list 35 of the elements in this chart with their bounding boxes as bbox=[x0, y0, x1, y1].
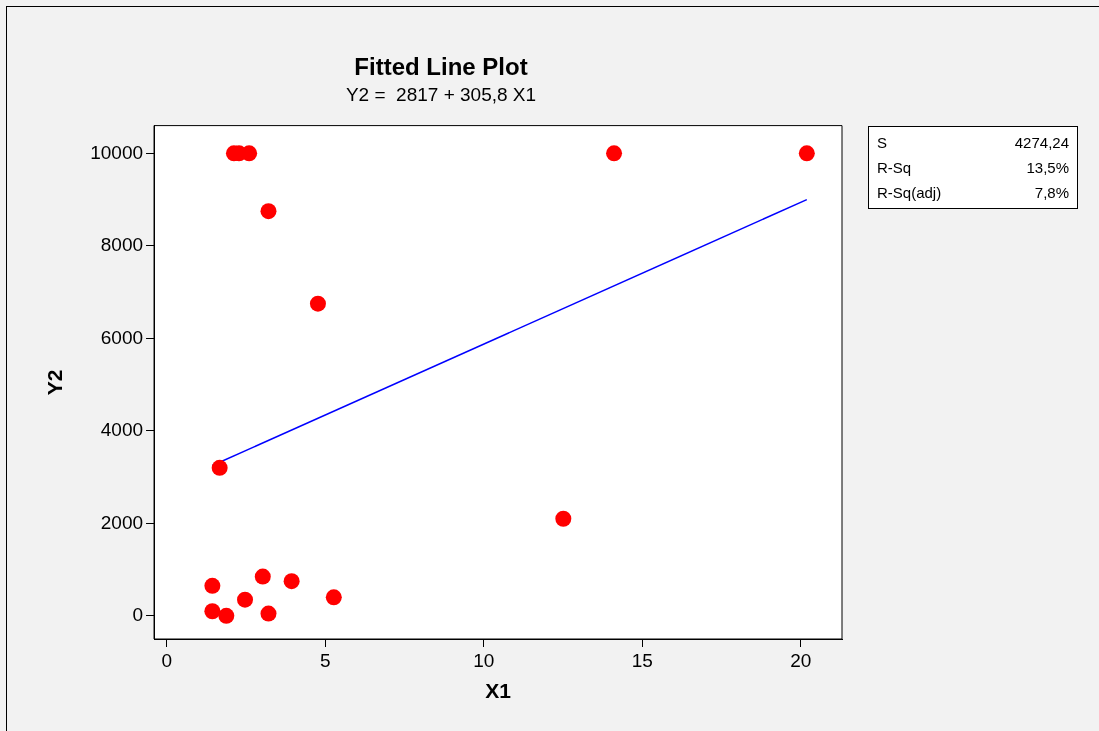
point bbox=[260, 605, 277, 622]
point bbox=[260, 203, 277, 220]
y-tick-label: 8000 bbox=[100, 234, 144, 256]
x-tick-label: 20 bbox=[790, 649, 812, 671]
y-tick-label: 10000 bbox=[90, 141, 144, 163]
x-tick-label: 5 bbox=[319, 649, 331, 671]
point bbox=[555, 510, 572, 527]
text: 13,5% bbox=[1026, 158, 1069, 178]
y-tick-label: 2000 bbox=[100, 511, 144, 533]
point bbox=[798, 145, 815, 162]
point bbox=[309, 295, 326, 312]
point bbox=[237, 591, 254, 608]
chart-title: Fitted Line Plot bbox=[354, 53, 528, 81]
text: R-Sq(adj) bbox=[877, 183, 942, 203]
x-tick-label: 10 bbox=[473, 649, 495, 671]
point bbox=[283, 573, 300, 590]
point bbox=[325, 589, 342, 606]
point bbox=[606, 145, 623, 162]
x-axis-title: X1 bbox=[485, 679, 512, 703]
point bbox=[204, 603, 221, 620]
y-tick-label: 0 bbox=[132, 604, 144, 626]
point bbox=[254, 568, 271, 585]
point bbox=[218, 607, 235, 624]
text: R-Sq bbox=[877, 158, 912, 178]
text: 4274,24 bbox=[1014, 133, 1069, 153]
chart-subtitle: Y2 = 2817 + 305,8 X1 bbox=[345, 84, 537, 106]
y-tick-label: 4000 bbox=[100, 419, 144, 441]
text: 7,8% bbox=[1034, 183, 1069, 203]
x-tick-label: 0 bbox=[161, 649, 172, 671]
point bbox=[204, 577, 221, 594]
y-tick-label: 6000 bbox=[100, 326, 144, 348]
text: S bbox=[877, 133, 888, 153]
y-axis-title: Y2 bbox=[43, 369, 67, 396]
x-tick-label: 15 bbox=[631, 649, 653, 671]
point bbox=[211, 459, 228, 476]
